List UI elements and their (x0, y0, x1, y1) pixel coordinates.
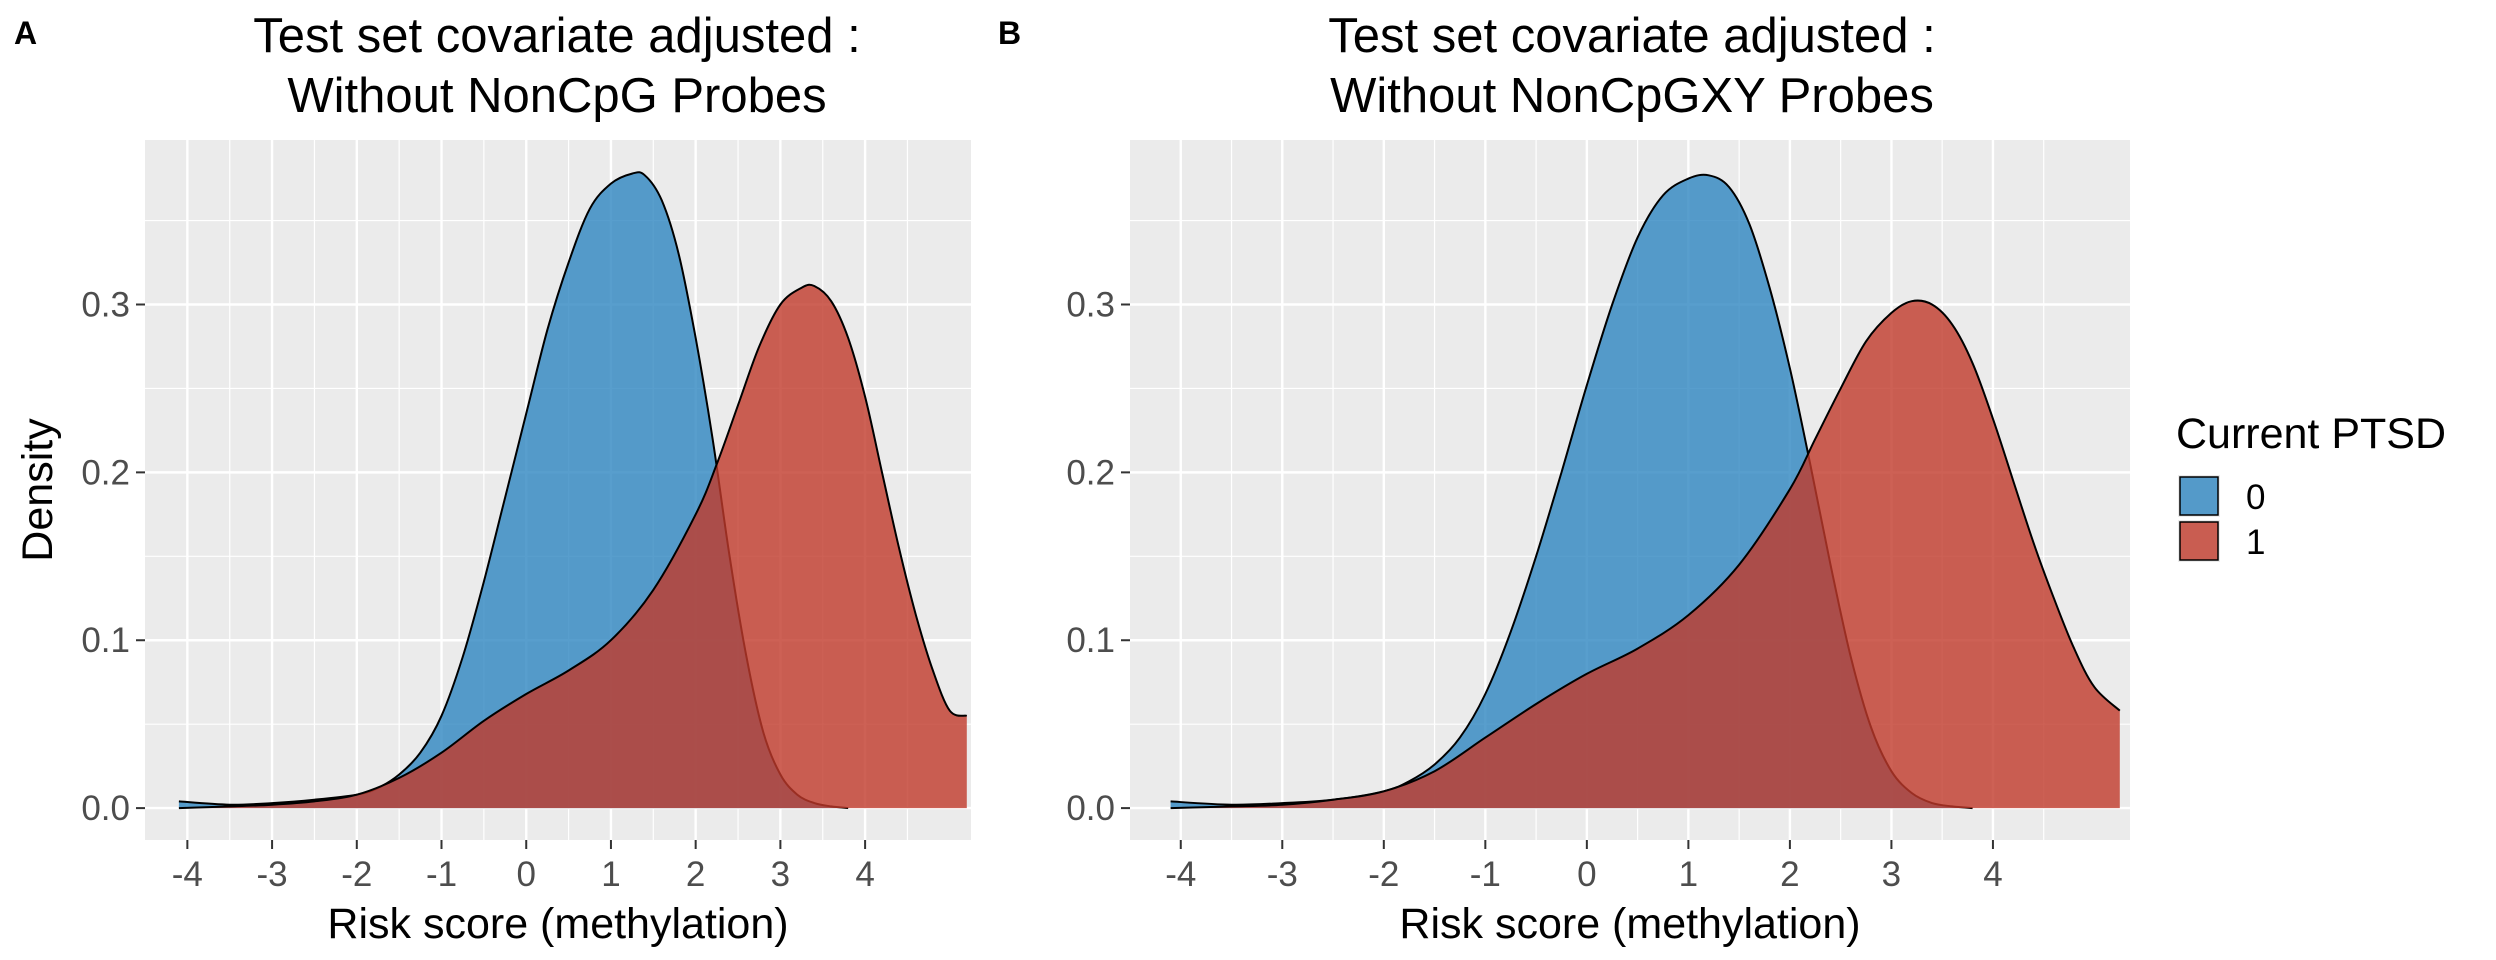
y-tick-label: 0.2 (1066, 453, 1115, 492)
legend-item-1: 1 (2178, 520, 2265, 562)
y-axis-label-a: Density (14, 418, 62, 562)
x-tick-label: -2 (341, 855, 372, 894)
x-axis-label-a: Risk score (methylation) (327, 900, 788, 948)
x-tick-label: 1 (1679, 855, 1698, 894)
y-tick-labels-b: 0.0 0.1 0.2 0.3 (1066, 286, 1130, 828)
x-tick-label: 0 (1577, 855, 1596, 894)
y-tick-label: 0.0 (1066, 789, 1115, 828)
y-tick-label: 0.0 (81, 789, 130, 828)
x-tick-label: -3 (1267, 855, 1298, 894)
x-tick-labels-a: -4 -3 -2 -1 0 1 2 3 4 (172, 840, 875, 894)
chart-subtitle-b: Without NonCpGXY Probes (1330, 69, 1934, 123)
x-tick-label: 4 (855, 855, 874, 894)
legend: Current PTSD 0 1 (2176, 410, 2446, 562)
panel-a: A Test set covariate adjusted : Without … (14, 9, 971, 948)
density-line-1 (178, 283, 968, 810)
x-tick-label: 1 (601, 855, 620, 894)
chart-subtitle-a: Without NonCpG Probes (287, 69, 826, 123)
y-tick-label: 0.3 (1066, 286, 1115, 325)
legend-label-0: 0 (2246, 478, 2265, 517)
density-line-1 (1170, 299, 2121, 810)
legend-item-0: 0 (2178, 475, 2265, 517)
y-tick-label: 0.3 (81, 286, 130, 325)
x-tick-label: 3 (1882, 855, 1901, 894)
x-tick-label: -1 (426, 855, 457, 894)
x-tick-label: 0 (516, 855, 535, 894)
legend-swatch-1 (2179, 521, 2219, 561)
chart-title-a: Test set covariate adjusted : (253, 9, 860, 63)
y-tick-label: 0.1 (1066, 621, 1115, 660)
density-marks-a (178, 171, 968, 810)
y-tick-label: 0.1 (81, 621, 130, 660)
legend-label-1: 1 (2246, 523, 2265, 562)
density-marks-b (1170, 173, 2121, 810)
legend-swatch-0 (2179, 476, 2219, 516)
x-tick-label: -1 (1470, 855, 1501, 894)
x-tick-label: 2 (686, 855, 705, 894)
legend-title: Current PTSD (2176, 410, 2446, 458)
x-tick-labels-b: -4 -3 -2 -1 0 1 2 3 4 (1165, 840, 2003, 894)
x-tick-label: -3 (257, 855, 288, 894)
density-area-1 (1170, 300, 2120, 809)
x-tick-label: 4 (1983, 855, 2002, 894)
chart-title-b: Test set covariate adjusted : (1328, 9, 1935, 63)
x-axis-label-b: Risk score (methylation) (1399, 900, 1860, 948)
x-tick-label: 3 (771, 855, 790, 894)
panel-label-b: B (998, 15, 1021, 51)
density-area-1 (178, 284, 967, 809)
x-tick-label: 2 (1780, 855, 1799, 894)
panel-label-a: A (14, 15, 37, 51)
x-tick-label: -4 (1165, 855, 1196, 894)
x-tick-label: -2 (1368, 855, 1399, 894)
x-tick-label: -4 (172, 855, 203, 894)
panel-b: B Test set covariate adjusted : Without … (998, 9, 2130, 948)
y-tick-labels-a: 0.0 0.1 0.2 0.3 (81, 286, 145, 828)
y-tick-label: 0.2 (81, 453, 130, 492)
